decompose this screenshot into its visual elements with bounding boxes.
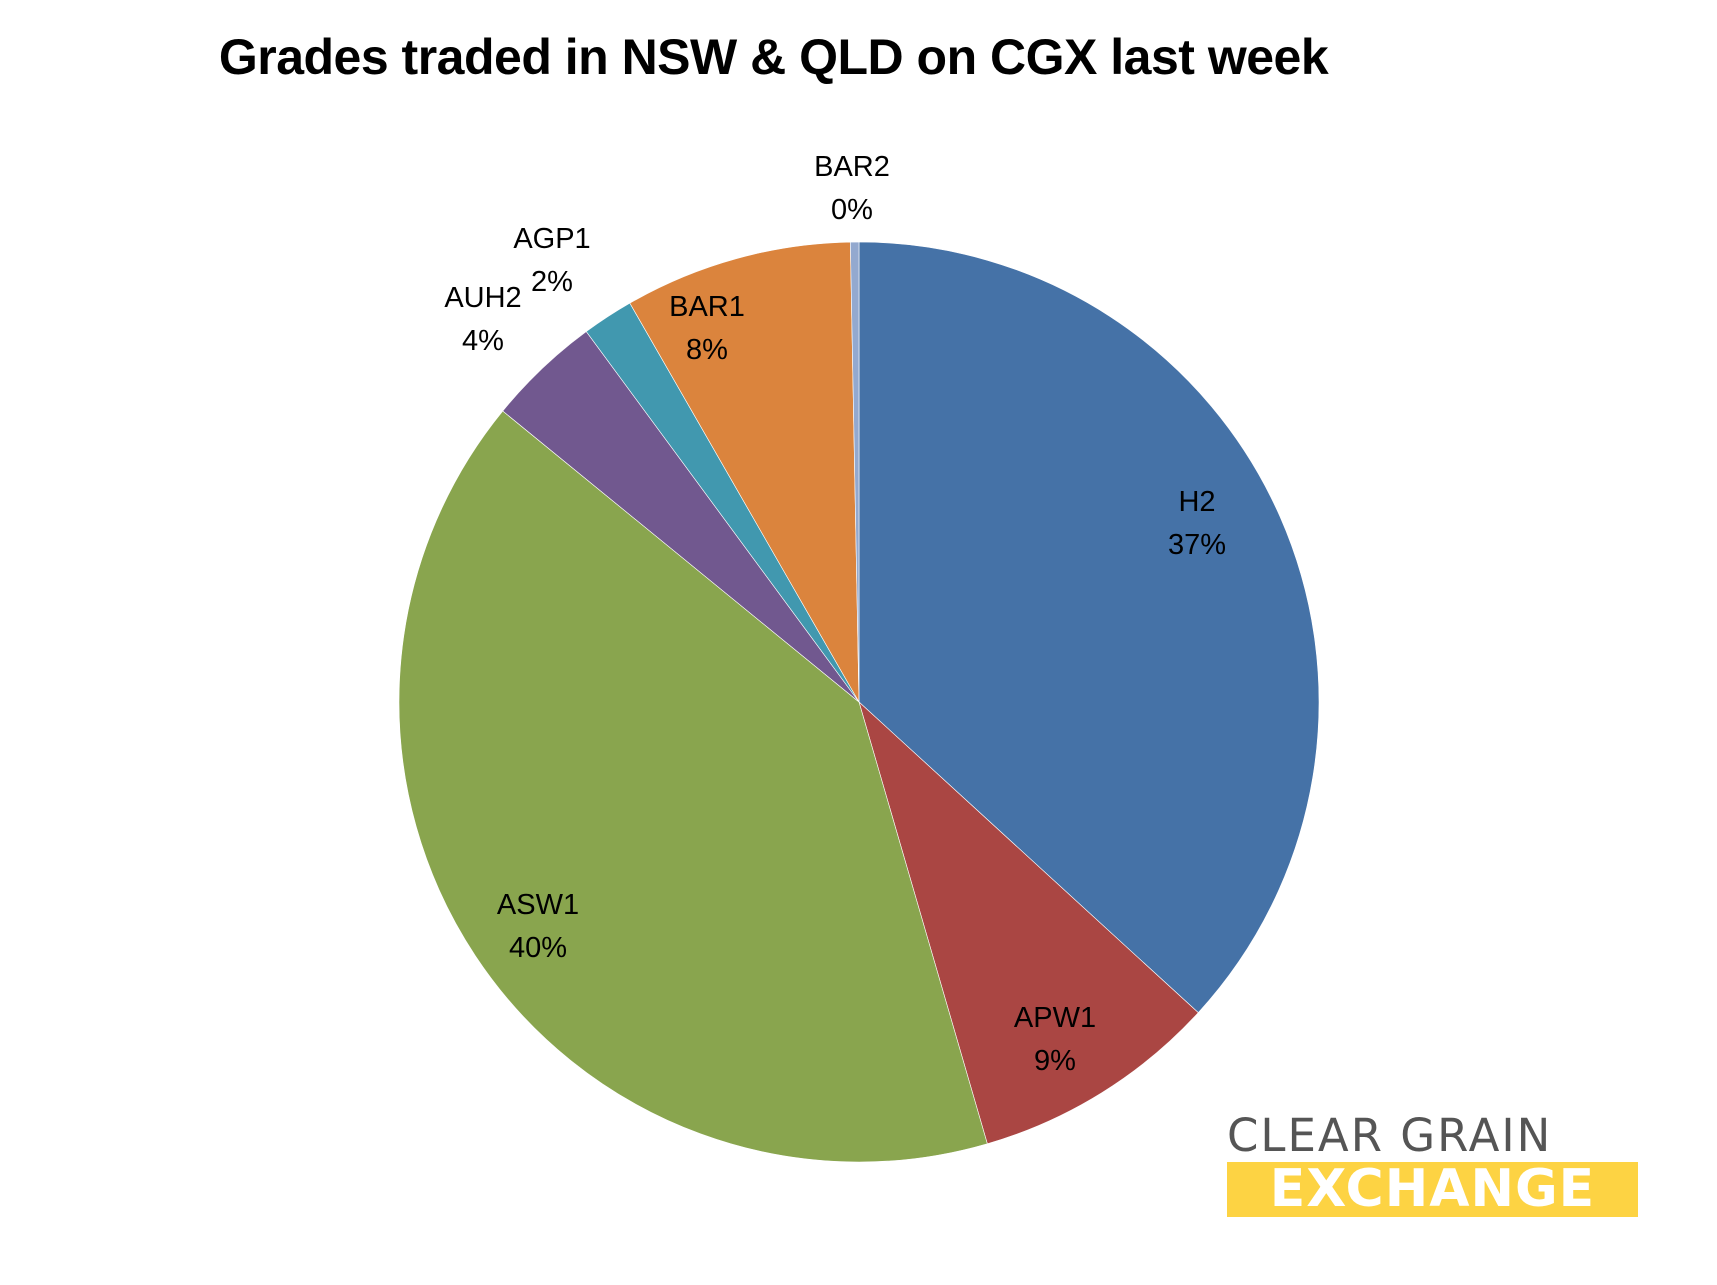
slice-label-name: AUH2 bbox=[444, 282, 522, 314]
slice-label-bar2: BAR2 0% bbox=[814, 146, 890, 232]
slice-label-name: ASW1 bbox=[496, 889, 580, 921]
pie-slice-bar2 bbox=[850, 241, 860, 703]
slice-label-auh2: AUH2 4% bbox=[444, 277, 521, 363]
slice-label-name: BAR2 bbox=[814, 151, 890, 183]
slice-label-name: APW1 bbox=[1013, 1002, 1097, 1034]
logo-line-exchange: EXCHANGE bbox=[1269, 1159, 1596, 1219]
slice-label-agp1: AGP1 2% bbox=[513, 218, 590, 304]
slice-label-bar1: BAR1 8% bbox=[669, 286, 745, 372]
pie-slice-bar1 bbox=[629, 241, 860, 703]
slice-label-percent: 0% bbox=[831, 194, 873, 226]
slice-label-percent: 2% bbox=[531, 266, 573, 298]
logo-yellow-band bbox=[1227, 1162, 1638, 1217]
logo-line-clear-grain: CLEAR GRAIN bbox=[1227, 1109, 1553, 1162]
clear-grain-exchange-logo: CLEAR GRAIN EXCHANGE bbox=[1227, 1112, 1638, 1218]
slice-label-asw1: ASW1 40% bbox=[497, 884, 579, 970]
slice-label-apw1: APW1 9% bbox=[1014, 997, 1096, 1083]
slice-label-percent: 40% bbox=[508, 932, 568, 964]
slice-label-name: BAR1 bbox=[669, 291, 745, 323]
pie-slice-apw1 bbox=[858, 701, 1199, 1145]
pie-slice-asw1 bbox=[398, 410, 988, 1163]
pie-slices bbox=[398, 241, 1320, 1163]
slice-label-percent: 4% bbox=[462, 325, 504, 357]
slice-label-name: H2 bbox=[1178, 486, 1216, 518]
slice-label-percent: 37% bbox=[1167, 529, 1227, 561]
slice-label-percent: 8% bbox=[686, 334, 728, 366]
pie-slice-h2 bbox=[858, 241, 1320, 1014]
slice-label-h2: H2 37% bbox=[1168, 481, 1226, 567]
chart-title: Grades traded in NSW & QLD on CGX last w… bbox=[218, 29, 1329, 85]
slice-label-name: AGP1 bbox=[513, 223, 591, 255]
slice-label-percent: 9% bbox=[1034, 1045, 1076, 1077]
